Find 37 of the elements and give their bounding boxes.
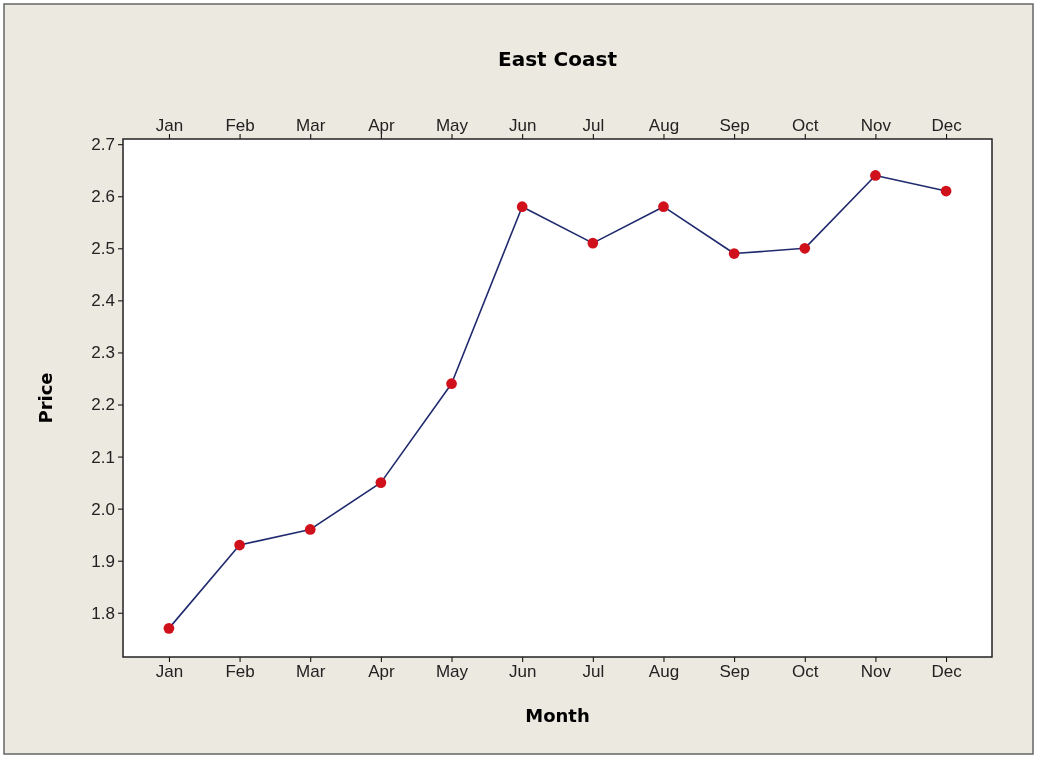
y-tick-label: 2.2 — [91, 395, 115, 415]
category-label: Jul — [582, 662, 605, 682]
y-tick-label: 2.3 — [91, 343, 115, 363]
x-tick-label: Sep — [719, 116, 750, 135]
y-tick-label: 2.1 — [91, 447, 115, 467]
y-tick-label: 2.7 — [91, 135, 115, 155]
category-label: Mar — [296, 662, 326, 682]
x-tick-label: Jul — [582, 116, 605, 135]
category-label: Apr — [368, 662, 395, 682]
category-label: Jun — [508, 662, 537, 682]
y-axis-title: Price — [35, 372, 56, 424]
x-tick-label: May — [435, 116, 469, 135]
x-tick-label: Aug — [648, 116, 680, 135]
x-tick-label: Jan — [155, 116, 184, 135]
y-tick-label: 2.6 — [91, 187, 115, 207]
x-tick-label: Dec — [931, 116, 963, 135]
category-label: Sep — [719, 662, 750, 682]
y-tick-label: 2.4 — [91, 291, 115, 311]
x-tick-label: Oct — [792, 116, 819, 135]
x-tick-label: Feb — [225, 116, 255, 135]
y-tick-label: 2.0 — [91, 499, 115, 519]
category-label: Dec — [931, 662, 962, 682]
chart-title: East Coast — [498, 47, 618, 71]
x-tick-label: Jun — [508, 116, 537, 135]
category-label: Feb — [225, 662, 255, 682]
y-tick-label: 2.5 — [91, 239, 115, 259]
category-label: Aug — [648, 662, 680, 682]
x-tick-label: Mar — [296, 116, 326, 135]
x-axis-title: Month — [525, 705, 590, 726]
category-label: May — [435, 662, 469, 682]
category-label: Oct — [792, 662, 819, 682]
y-tick-label: 1.8 — [91, 603, 115, 623]
y-tick-label: 1.9 — [91, 551, 115, 571]
x-tick-label: Apr — [368, 116, 395, 135]
category-label: Nov — [860, 662, 892, 682]
category-label: Jan — [155, 662, 184, 682]
x-tick-label: Nov — [860, 116, 892, 135]
